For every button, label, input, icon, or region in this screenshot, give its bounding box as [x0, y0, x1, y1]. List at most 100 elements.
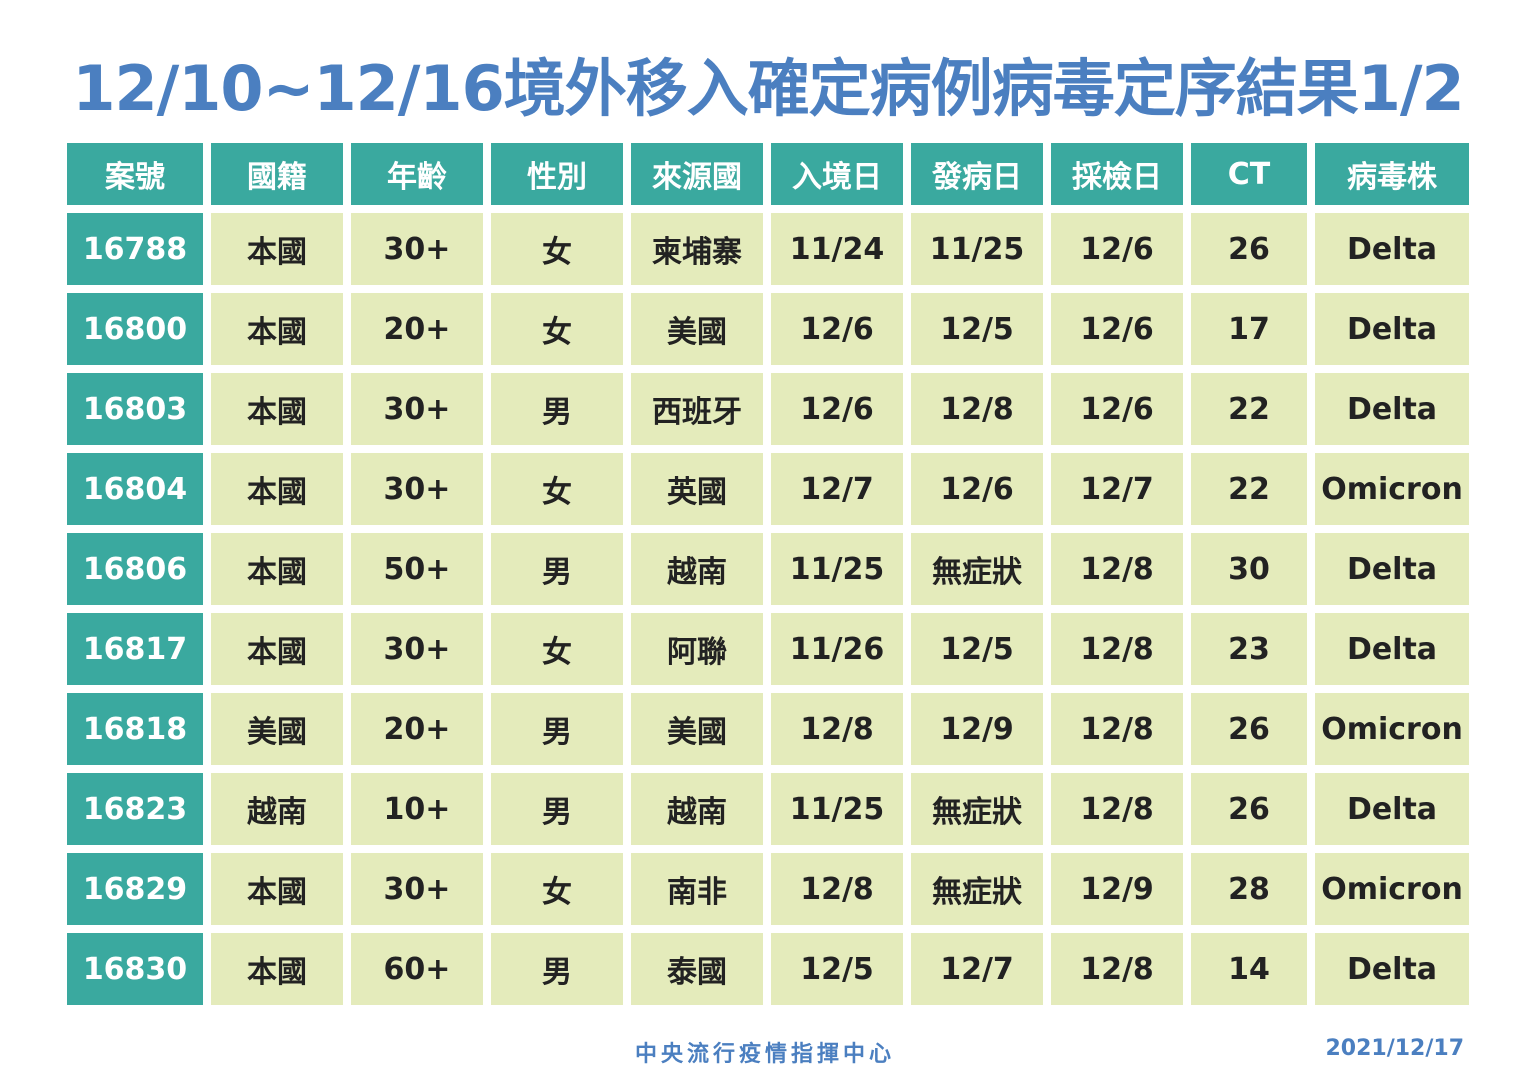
table-cell: 14 [1191, 933, 1307, 1005]
table-cell: 30+ [351, 373, 483, 445]
table-cell: 越南 [631, 773, 763, 845]
table-cell: 60+ [351, 933, 483, 1005]
table-cell: Delta [1315, 773, 1469, 845]
table-cell: 無症狀 [911, 853, 1043, 925]
table-cell: 22 [1191, 373, 1307, 445]
table-cell: 20+ [351, 693, 483, 765]
table-cell: 22 [1191, 453, 1307, 525]
table-cell: 16806 [67, 533, 203, 605]
table-cell: 男 [491, 693, 623, 765]
table-cell: 12/6 [1051, 293, 1183, 365]
table-cell: Omicron [1315, 693, 1469, 765]
table-cell: 30+ [351, 613, 483, 685]
table-cell: 女 [491, 613, 623, 685]
table-cell: 26 [1191, 773, 1307, 845]
table-cell: 本國 [211, 533, 343, 605]
table-cell: 12/8 [771, 853, 903, 925]
table-cell: 16818 [67, 693, 203, 765]
table-cell: 16800 [67, 293, 203, 365]
column-header: 年齡 [351, 143, 483, 205]
table-cell: 16804 [67, 453, 203, 525]
table-cell: 12/8 [1051, 773, 1183, 845]
table-cell: Delta [1315, 533, 1469, 605]
table-cell: 12/8 [1051, 613, 1183, 685]
table-cell: 11/25 [911, 213, 1043, 285]
table-cell: 女 [491, 453, 623, 525]
table-cell: 柬埔寨 [631, 213, 763, 285]
table-cell: 16830 [67, 933, 203, 1005]
table-cell: 11/25 [771, 533, 903, 605]
column-header: 發病日 [911, 143, 1043, 205]
table-cell: 本國 [211, 293, 343, 365]
table-cell: Delta [1315, 933, 1469, 1005]
table-cell: 16817 [67, 613, 203, 685]
table-cell: 12/8 [1051, 693, 1183, 765]
table-cell: 12/7 [771, 453, 903, 525]
table-cell: 11/26 [771, 613, 903, 685]
table: 案號 國籍 年齡 性別 來源國 入境日 發病日 採檢日 CT 病毒株 16788 本國 30+ 女柬埔寨 1… [67, 143, 1469, 1005]
table-cell: 17 [1191, 293, 1307, 365]
table-cell: 越南 [211, 773, 343, 845]
table-cell: Omicron [1315, 453, 1469, 525]
table-cell: 本國 [211, 613, 343, 685]
table-cell: 12/8 [771, 693, 903, 765]
column-header: 來源國 [631, 143, 763, 205]
table-cell: 美國 [211, 693, 343, 765]
table-cell: 16788 [67, 213, 203, 285]
table-cell: 12/6 [1051, 373, 1183, 445]
column-header: 病毒株 [1315, 143, 1469, 205]
date: 2021/12/17 [1325, 1036, 1464, 1061]
table-cell: 男 [491, 773, 623, 845]
table-cell: 16829 [67, 853, 203, 925]
table-cell: 南非 [631, 853, 763, 925]
table-cell: 12/8 [1051, 533, 1183, 605]
table-cell: 16803 [67, 373, 203, 445]
table-cell: 11/25 [771, 773, 903, 845]
table-cell: 16823 [67, 773, 203, 845]
column-header: 性別 [491, 143, 623, 205]
table-cell: 30+ [351, 453, 483, 525]
table-cell: 12/7 [911, 933, 1043, 1005]
table-cell: 30 [1191, 533, 1307, 605]
table-cell: 12/8 [1051, 933, 1183, 1005]
column-header: 採檢日 [1051, 143, 1183, 205]
table-cell: 本國 [211, 933, 343, 1005]
table-cell: 男 [491, 533, 623, 605]
source: 中央流行疫情指揮中心 [634, 1042, 895, 1067]
table-cell: 20+ [351, 293, 483, 365]
table-cell: 西班牙 [631, 373, 763, 445]
table-cell: 12/8 [911, 373, 1043, 445]
table-cell: 12/9 [911, 693, 1043, 765]
table-cell: 12/7 [1051, 453, 1183, 525]
column-header: 國籍 [211, 143, 343, 205]
table-cell: 28 [1191, 853, 1307, 925]
table-cell: 12/9 [1051, 853, 1183, 925]
table-cell: 女 [491, 213, 623, 285]
table-cell: Delta [1315, 373, 1469, 445]
column-header: CT [1191, 143, 1307, 205]
column-header: 入境日 [771, 143, 903, 205]
table-cell: 男 [491, 933, 623, 1005]
table-cell: 12/5 [911, 613, 1043, 685]
table-cell: 女 [491, 853, 623, 925]
table-cell: 本國 [211, 453, 343, 525]
table-cell: 本國 [211, 853, 343, 925]
table-cell: 12/5 [771, 933, 903, 1005]
table-cell: 泰國 [631, 933, 763, 1005]
table-cell: 23 [1191, 613, 1307, 685]
table-cell: Delta [1315, 613, 1469, 685]
table-cell: 越南 [631, 533, 763, 605]
column-header: 案號 [67, 143, 203, 205]
table-cell: 12/6 [911, 453, 1043, 525]
table-cell: 10+ [351, 773, 483, 845]
table-cell: 美國 [631, 293, 763, 365]
table-cell: Delta [1315, 293, 1469, 365]
table-cell: 無症狀 [911, 533, 1043, 605]
table-cell: 12/5 [911, 293, 1043, 365]
table-cell: 50+ [351, 533, 483, 605]
table-cell: 12/6 [1051, 213, 1183, 285]
table-cell: 26 [1191, 213, 1307, 285]
table-cell: Delta [1315, 213, 1469, 285]
table-cell: 26 [1191, 693, 1307, 765]
